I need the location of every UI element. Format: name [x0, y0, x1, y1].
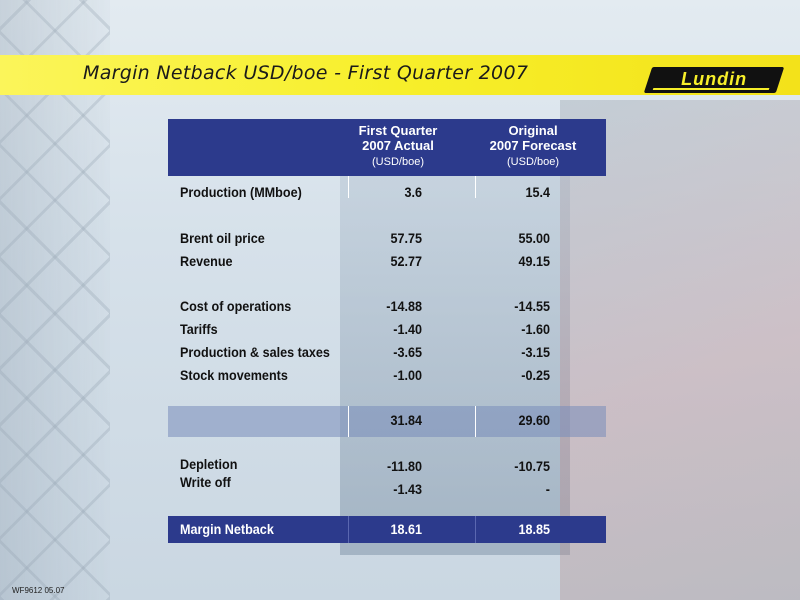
- value-prod-taxes-forecast: -3.15: [521, 344, 550, 360]
- row-label-prod-taxes: Production & sales taxes: [180, 344, 330, 360]
- background-rig-image-center: [340, 175, 570, 555]
- netback-divider-2: [475, 516, 476, 543]
- column-header-actual-line2: 2007 Actual: [362, 138, 434, 153]
- row-label-brent: Brent oil price: [180, 230, 265, 246]
- value-depletion-forecast: -10.75: [514, 458, 550, 474]
- value-brent-actual: 57.75: [390, 230, 422, 246]
- value-netback-actual: 18.61: [390, 521, 422, 537]
- margin-netback-band: Margin Netback 18.61 18.85: [168, 516, 606, 543]
- slide-title: Margin Netback USD/boe - First Quarter 2…: [83, 62, 529, 84]
- column-header-forecast: Original 2007 Forecast (USD/boe): [468, 123, 598, 170]
- value-netback-forecast: 18.85: [518, 521, 550, 537]
- background-tower-image: [0, 0, 110, 600]
- value-tariffs-actual: -1.40: [393, 321, 422, 337]
- value-stock-actual: -1.00: [393, 367, 422, 383]
- value-depletion-actual: -11.80: [386, 458, 422, 474]
- value-tariffs-forecast: -1.60: [521, 321, 550, 337]
- row-label-write-off: Write off: [180, 474, 231, 490]
- column-divider-1: [348, 176, 349, 198]
- value-cost-ops-actual: -14.88: [386, 298, 422, 314]
- value-production-actual: 3.6: [404, 184, 422, 200]
- lundin-logo: Lundin: [643, 67, 785, 93]
- value-production-forecast: 15.4: [525, 184, 550, 200]
- column-divider-2: [475, 176, 476, 198]
- logo-text: Lundin: [681, 69, 748, 89]
- column-header-forecast-line1: Original: [508, 123, 558, 138]
- value-revenue-actual: 52.77: [390, 253, 422, 269]
- column-header-forecast-line2: 2007 Forecast: [489, 138, 577, 153]
- value-revenue-forecast: 49.15: [518, 253, 550, 269]
- row-label-depletion: Depletion: [180, 456, 238, 472]
- row-label-netback: Margin Netback: [180, 521, 274, 537]
- subtotal-divider-2: [475, 406, 476, 437]
- row-label-tariffs: Tariffs: [180, 321, 218, 337]
- value-write-off-actual: -1.43: [393, 481, 422, 497]
- column-header-forecast-unit: (USD/boe): [507, 156, 559, 168]
- value-stock-forecast: -0.25: [521, 367, 550, 383]
- value-cost-ops-forecast: -14.55: [514, 298, 550, 314]
- column-header-actual-unit: (USD/boe): [372, 156, 424, 168]
- row-label-cost-ops: Cost of operations: [180, 298, 292, 314]
- column-header-actual-line1: First Quarter: [358, 123, 438, 138]
- footer-code: WF9612 05.07: [12, 586, 65, 595]
- netback-divider-1: [348, 516, 349, 543]
- table-header: First Quarter 2007 Actual (USD/boe) Orig…: [168, 119, 606, 176]
- value-brent-forecast: 55.00: [518, 230, 550, 246]
- subtotal-band: [168, 406, 606, 437]
- value-prod-taxes-actual: -3.65: [393, 344, 422, 360]
- value-subtotal-actual: 31.84: [390, 412, 422, 428]
- column-header-actual: First Quarter 2007 Actual (USD/boe): [333, 123, 463, 170]
- row-label-stock: Stock movements: [180, 367, 288, 383]
- value-write-off-forecast: -: [545, 481, 550, 497]
- subtotal-divider-1: [348, 406, 349, 437]
- row-label-revenue: Revenue: [180, 253, 233, 269]
- row-label-production: Production (MMboe): [180, 184, 302, 200]
- value-subtotal-forecast: 29.60: [518, 412, 550, 428]
